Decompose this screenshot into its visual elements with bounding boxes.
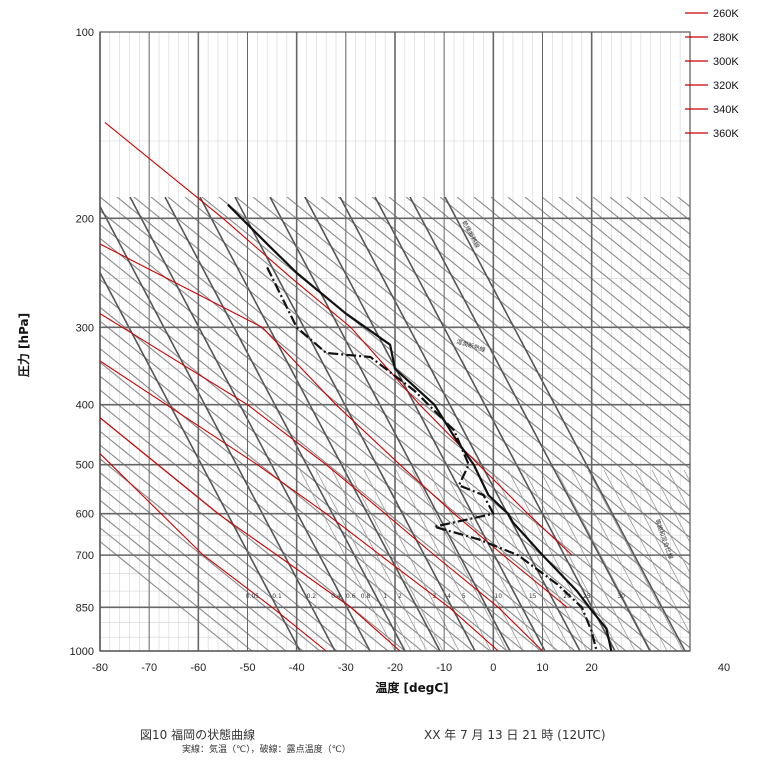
theta-line-360K [100,454,326,651]
x-tick-label: -30 [338,662,354,674]
mixing-ratio-label: 0.4 [331,593,341,600]
dry-adiabat-line [678,197,773,651]
theta-line-340K [100,418,400,651]
x-tick-label: 10 [536,662,548,674]
legend: 260K 280K 300K 320K 340K 360K [685,8,739,140]
moist-adiabat-line [375,197,615,651]
y-tick-label: 500 [76,460,94,472]
dry-adiabat-line [746,197,773,651]
legend-label: 320K [713,80,739,92]
y-tick-label: 200 [76,213,94,225]
moist-adiabat-line [60,197,300,651]
y-tick-label: 1000 [70,646,94,658]
y-axis-title: 圧力 [hPa] [16,313,31,377]
mixing-ratio-label: 25 [583,593,591,600]
moist-adiabat-line [165,197,405,651]
mixing-ratio-line [652,470,747,651]
legend-label: 360K [713,128,739,140]
moist-adiabat-line [445,197,685,651]
moist-adiabat-line [305,197,545,651]
dry-adiabat-line [406,197,773,651]
x-tick-label: -50 [240,662,256,674]
dry-adiabat-line [423,197,773,651]
dry-adiabat-line [304,197,773,651]
dry-adiabat-line [0,197,354,651]
y-tick-label: 850 [76,602,94,614]
legend-label: 340K [713,104,739,116]
mixing-ratio-line [396,470,491,651]
dry-adiabat-line [0,197,286,651]
dry-adiabat-line [763,197,773,651]
mixing-ratio-label: 0.05 [246,593,260,600]
dry-adiabat-line [508,197,773,651]
mixing-ratio-line [300,470,395,651]
mixing-ratio-label: 5 [462,593,466,600]
mixing-ratio-label: 0.8 [361,593,371,600]
mixing-ratio-label: 20 [563,593,571,600]
dry-adiabat-line [0,197,235,651]
legend-label: 300K [713,56,739,68]
legend-label: 260K [713,8,739,20]
x-tick-label: 0 [490,662,496,674]
y-tick-label: 600 [76,509,94,521]
mixing-ratio-label: 30 [617,593,625,600]
x-tick-label-40: 40 [718,662,730,674]
mixing-ratio-label: 1 [383,593,387,600]
dry-adiabat-line [695,197,773,651]
x-tick-label: -80 [92,662,108,674]
y-tick-label: 400 [76,400,94,412]
mixing-ratio-line [620,470,715,651]
dry-adiabat-line [576,197,773,651]
dry-adiabat-line [729,197,773,651]
mixing-ratio-line [668,470,763,651]
x-tick-label: 20 [586,662,598,674]
dry-adiabat-line [83,197,643,651]
mixing-ratio-label: 10 [494,593,502,600]
x-tick-label: -20 [387,662,403,674]
dry-adiabat-line [202,197,762,651]
x-tick-label: -70 [141,662,157,674]
dry-adiabat-line [32,197,592,651]
x-tick-label: -10 [436,662,452,674]
moist-adiabat-line [340,197,580,651]
figure-title: 図10 福岡の状態曲線 [140,726,255,743]
x-tick-label: -60 [190,662,206,674]
mixing-ratio-label: 2 [398,593,402,600]
figure-date: XX 年 7 月 13 日 21 時 (12UTC) [424,726,606,743]
moist-adiabat-line [270,197,510,651]
dry-adiabat-line [49,197,609,651]
mixing-ratio-label: 0.2 [307,593,317,600]
mixing-ratio-line [700,470,773,651]
mixing-ratio-label: 4 [447,593,451,600]
figure-note: 実線：気温（℃），破線：露点温度（℃） [182,742,351,755]
mixing-ratio-line [572,470,667,651]
mixing-ratio-line [428,470,523,651]
dry-adiabat-line [100,197,660,651]
mixing-ratio-label: 0.6 [346,593,356,600]
dry-adiabat-line [712,197,773,651]
moist-adiabat-line [95,197,335,651]
dry-adiabat-line [372,197,773,651]
dry-adiabat-line [185,197,745,651]
mixing-ratio-line [316,470,411,651]
y-tick-label: 100 [76,27,94,39]
dry-adiabat-line [0,197,269,651]
dry-adiabat-line [151,197,711,651]
mixing-ratio-label: 15 [529,593,537,600]
y-tick-label: 300 [76,322,94,334]
dry-adiabat-line [15,197,575,651]
y-tick-label: 700 [76,550,94,562]
x-tick-label: -40 [289,662,305,674]
mixing-ratio-line [684,470,773,651]
mixing-ratio-label: 3 [432,593,436,600]
dry-adiabat-line [0,197,422,651]
mixing-ratio-label: 0.1 [272,593,282,600]
moist-adiabat-line [130,197,370,651]
legend-label: 280K [713,32,739,44]
x-axis-title: 温度 [degC] [375,680,448,695]
dry-adiabat-line [593,197,773,651]
